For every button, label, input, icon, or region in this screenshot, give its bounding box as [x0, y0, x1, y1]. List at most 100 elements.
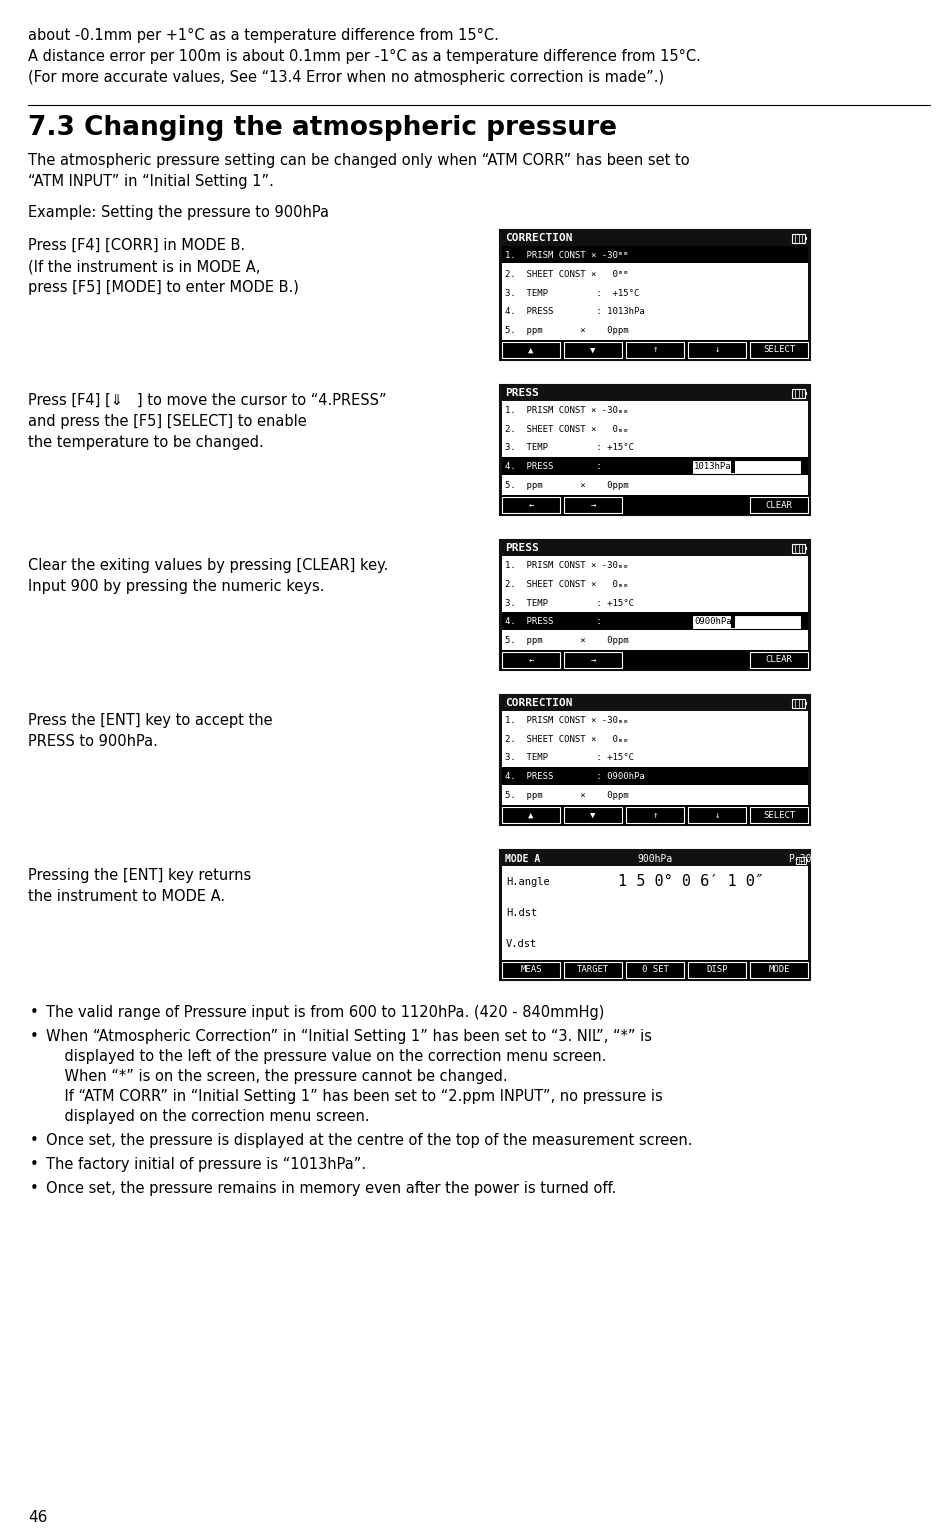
Text: the instrument to MODE A.: the instrument to MODE A. — [28, 889, 225, 904]
Text: Press [F4] [⇓   ] to move the cursor to “4.PRESS”: Press [F4] [⇓ ] to move the cursor to “4… — [28, 394, 387, 408]
Text: If “ATM CORR” in “Initial Setting 1” has been set to “2.ppm INPUT”, no pressure : If “ATM CORR” in “Initial Setting 1” has… — [46, 1089, 663, 1104]
Bar — [502, 401, 808, 495]
Text: CORRECTION: CORRECTION — [505, 232, 573, 243]
Bar — [688, 807, 746, 823]
Text: Once set, the pressure remains in memory even after the power is turned off.: Once set, the pressure remains in memory… — [46, 1181, 616, 1197]
Text: •: • — [30, 1029, 39, 1044]
Text: 1 5 0° 0 6′ 1 0″: 1 5 0° 0 6′ 1 0″ — [618, 874, 764, 889]
Text: MODE A: MODE A — [505, 854, 540, 864]
Text: 0900hPa: 0900hPa — [694, 617, 732, 626]
Bar — [502, 341, 560, 358]
Bar — [502, 711, 808, 804]
Text: PRESS: PRESS — [505, 543, 539, 554]
Bar — [502, 652, 560, 667]
Text: 1.  PRISM CONST × -30ₘₘ: 1. PRISM CONST × -30ₘₘ — [505, 561, 629, 571]
Bar — [564, 652, 622, 667]
Text: 3.  TEMP         : +15°C: 3. TEMP : +15°C — [505, 754, 634, 763]
Bar — [502, 807, 560, 823]
Bar — [626, 807, 684, 823]
Text: ↑: ↑ — [652, 811, 658, 820]
Text: →: → — [591, 500, 595, 509]
Text: Pressing the [ENT] key returns: Pressing the [ENT] key returns — [28, 867, 251, 883]
Text: ←: ← — [529, 655, 534, 664]
Bar — [750, 961, 808, 978]
Text: The factory initial of pressure is “1013hPa”.: The factory initial of pressure is “1013… — [46, 1157, 366, 1172]
Text: 1.  PRISM CONST × -30ₘₘ: 1. PRISM CONST × -30ₘₘ — [505, 406, 629, 415]
Text: 3.  TEMP         :  +15°C: 3. TEMP : +15°C — [505, 289, 639, 297]
Text: ▼: ▼ — [591, 346, 595, 354]
Text: ↓: ↓ — [714, 811, 720, 820]
Text: ▲: ▲ — [529, 346, 534, 354]
Bar — [500, 540, 810, 671]
Text: 3.  TEMP         : +15°C: 3. TEMP : +15°C — [505, 443, 634, 452]
Text: CLEAR: CLEAR — [766, 655, 792, 664]
Text: CORRECTION: CORRECTION — [505, 698, 573, 707]
Text: ▼: ▼ — [591, 811, 595, 820]
Bar — [500, 851, 810, 980]
Bar — [792, 698, 805, 707]
Text: The atmospheric pressure setting can be changed only when “ATM CORR” has been se: The atmospheric pressure setting can be … — [28, 152, 689, 168]
Text: MEAS: MEAS — [520, 966, 542, 975]
Text: 7.3 Changing the atmospheric pressure: 7.3 Changing the atmospheric pressure — [28, 115, 617, 141]
Bar — [805, 392, 807, 395]
Text: 5.  ppm       ×    0ppm: 5. ppm × 0ppm — [505, 326, 629, 335]
Bar — [792, 544, 805, 552]
Text: 2.  SHEET CONST ×   0ₘₘ: 2. SHEET CONST × 0ₘₘ — [505, 424, 629, 434]
Text: When “*” is on the screen, the pressure cannot be changed.: When “*” is on the screen, the pressure … — [46, 1069, 508, 1084]
Bar — [564, 961, 622, 978]
Bar — [500, 495, 810, 515]
Text: 0 SET: 0 SET — [642, 966, 669, 975]
Text: Press [F4] [CORR] in MODE B.: Press [F4] [CORR] in MODE B. — [28, 238, 245, 252]
Text: SELECT: SELECT — [763, 811, 795, 820]
Text: 4.  PRESS        :: 4. PRESS : — [505, 463, 602, 471]
Bar — [564, 341, 622, 358]
Bar — [626, 961, 684, 978]
Bar — [750, 497, 808, 514]
Bar — [730, 460, 735, 474]
Text: 1.  PRISM CONST × -30ₘₘ: 1. PRISM CONST × -30ₘₘ — [505, 715, 629, 724]
Bar — [502, 457, 808, 475]
Text: the temperature to be changed.: the temperature to be changed. — [28, 435, 263, 451]
Text: 4.  PRESS        : 0900hPa: 4. PRESS : 0900hPa — [505, 772, 645, 781]
Bar — [502, 497, 560, 514]
Text: •: • — [30, 1004, 39, 1020]
Bar — [502, 866, 808, 960]
Bar — [750, 652, 808, 667]
Bar — [730, 615, 735, 629]
Text: •: • — [30, 1181, 39, 1197]
Text: 5.  ppm       ×    0ppm: 5. ppm × 0ppm — [505, 791, 629, 800]
Text: Input 900 by pressing the numeric keys.: Input 900 by pressing the numeric keys. — [28, 578, 324, 594]
Bar — [500, 651, 810, 671]
Text: •: • — [30, 1157, 39, 1172]
Text: P-30: P-30 — [788, 854, 811, 864]
Text: and press the [F5] [SELECT] to enable: and press the [F5] [SELECT] to enable — [28, 414, 307, 429]
Bar — [502, 557, 808, 651]
Text: Clear the exiting values by pressing [CLEAR] key.: Clear the exiting values by pressing [CL… — [28, 558, 388, 574]
Bar — [500, 384, 810, 515]
Text: 4.  PRESS        : 1013hPa: 4. PRESS : 1013hPa — [505, 308, 645, 317]
Text: V.dst: V.dst — [506, 940, 537, 949]
Text: Press the [ENT] key to accept the: Press the [ENT] key to accept the — [28, 714, 273, 727]
Bar — [692, 615, 801, 629]
Bar — [564, 497, 622, 514]
Bar — [792, 389, 805, 398]
Text: ↓: ↓ — [714, 346, 720, 354]
Text: H.dst: H.dst — [506, 907, 537, 918]
Text: 1013hPa: 1013hPa — [694, 463, 732, 471]
Text: 2.  SHEET CONST ×   0ₘₘ: 2. SHEET CONST × 0ₘₘ — [505, 580, 629, 589]
Bar — [500, 804, 810, 824]
Bar — [805, 548, 807, 549]
Text: PRESS: PRESS — [505, 388, 539, 398]
Bar — [564, 807, 622, 823]
Text: press [F5] [MODE] to enter MODE B.): press [F5] [MODE] to enter MODE B.) — [28, 280, 299, 295]
Text: When “Atmospheric Correction” in “Initial Setting 1” has been set to “3. NIL”, “: When “Atmospheric Correction” in “Initia… — [46, 1029, 652, 1044]
Bar — [502, 246, 808, 340]
Text: 5.  ppm       ×    0ppm: 5. ppm × 0ppm — [505, 637, 629, 644]
Bar — [500, 231, 810, 360]
Bar — [502, 961, 560, 978]
Text: 2.  SHEET CONST ×   0ᵐᵐ: 2. SHEET CONST × 0ᵐᵐ — [505, 269, 629, 278]
Bar — [750, 341, 808, 358]
Text: •: • — [30, 1134, 39, 1147]
Text: DISP: DISP — [707, 966, 728, 975]
Text: “ATM INPUT” in “Initial Setting 1”.: “ATM INPUT” in “Initial Setting 1”. — [28, 174, 274, 189]
